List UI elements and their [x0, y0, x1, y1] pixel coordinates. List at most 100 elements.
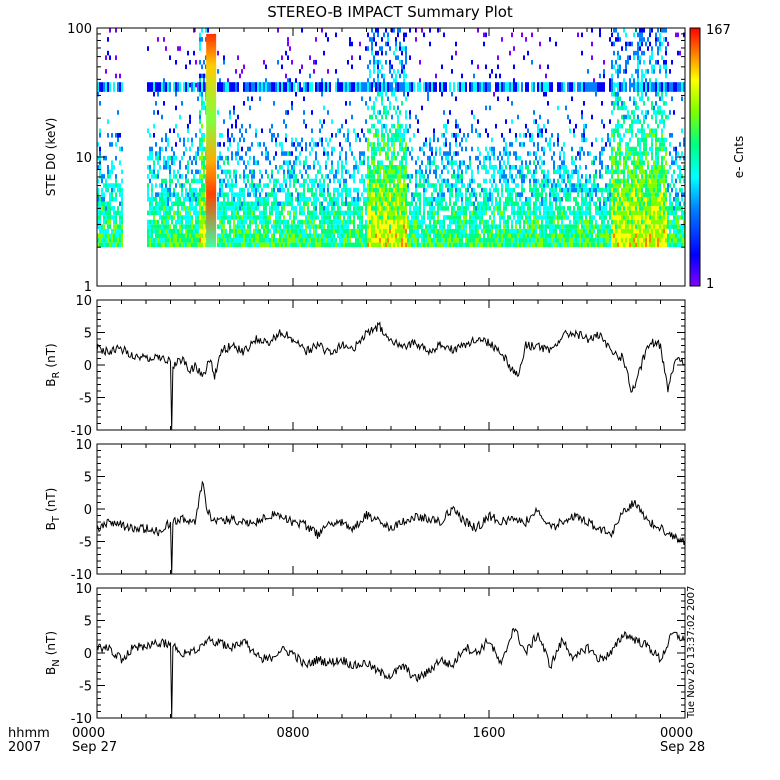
heatmap-cell [345, 196, 347, 202]
heatmap-cell [259, 169, 261, 175]
heatmap-cell [325, 242, 327, 248]
heatmap-cell [303, 82, 305, 92]
heatmap-cell [115, 155, 117, 161]
heatmap-cell [377, 183, 379, 188]
heatmap-cell [429, 206, 431, 211]
heatmap-cell [445, 151, 447, 156]
heatmap-cell [205, 55, 207, 60]
heatmap-cell [543, 178, 545, 184]
heatmap-cell [217, 196, 219, 202]
heatmap-cell [147, 224, 149, 229]
heatmap-cell [223, 178, 225, 184]
heatmap-cell [531, 233, 533, 239]
heatmap-cell [483, 178, 485, 184]
heatmap-cell [115, 28, 117, 33]
heatmap-cell [549, 238, 551, 243]
heatmap-cell [541, 242, 543, 248]
heatmap-cell [257, 187, 259, 193]
heatmap-cell [395, 228, 397, 234]
heatmap-cell [439, 196, 441, 202]
heatmap-cell [603, 69, 605, 74]
heatmap-cell [379, 196, 381, 202]
heatmap-cell [553, 183, 555, 188]
heatmap-cell [595, 91, 597, 97]
heatmap-cell [581, 137, 583, 143]
heatmap-cell [551, 206, 553, 211]
heatmap-cell [379, 238, 381, 243]
heatmap-cell [507, 242, 509, 248]
heatmap-cell [349, 192, 351, 197]
heatmap-cell [493, 242, 495, 248]
heatmap-cell [287, 238, 289, 243]
heatmap-cell [587, 82, 589, 92]
heatmap-cell [109, 28, 111, 33]
heatmap-cell [499, 160, 501, 165]
heatmap-cell [495, 82, 497, 92]
heatmap-cell [321, 210, 323, 216]
heatmap-cell [253, 242, 255, 248]
heatmap-cell [567, 187, 569, 193]
heatmap-cell [273, 192, 275, 197]
heatmap-cell [483, 206, 485, 211]
heatmap-cell [169, 215, 171, 220]
heatmap-cell [245, 206, 247, 211]
heatmap-cell [361, 242, 363, 248]
heatmap-cell [223, 196, 225, 202]
heatmap-cell [319, 210, 321, 216]
heatmap-cell [597, 228, 599, 234]
heatmap-cell [629, 123, 631, 129]
heatmap-cell [149, 178, 151, 184]
heatmap-cell [571, 238, 573, 243]
heatmap-cell [589, 82, 591, 92]
heatmap-cell [599, 215, 601, 220]
heatmap-cell [165, 46, 167, 51]
heatmap-cell [343, 224, 345, 229]
heatmap-cell [503, 201, 505, 207]
heatmap-cell [453, 228, 455, 234]
heatmap-cell [267, 242, 269, 248]
heatmap-cell [349, 187, 351, 193]
heatmap-cell [153, 123, 155, 129]
heatmap-cell [255, 201, 257, 207]
heatmap-cell [219, 187, 221, 193]
heatmap-cell [193, 196, 195, 202]
heatmap-cell [223, 201, 225, 207]
heatmap-cell [355, 242, 357, 248]
heatmap-cell [291, 219, 293, 225]
heatmap-cell [233, 82, 235, 92]
heatmap-cell [621, 196, 623, 202]
heatmap-cell [193, 82, 195, 92]
heatmap-cell [393, 201, 395, 207]
heatmap-cell [355, 233, 357, 239]
heatmap-cell [471, 228, 473, 234]
heatmap-cell [619, 210, 621, 216]
heatmap-cell [499, 174, 501, 179]
heatmap-cell [505, 151, 507, 156]
heatmap-cell [561, 178, 563, 184]
heatmap-cell [455, 151, 457, 156]
heatmap-cell [253, 174, 255, 179]
heatmap-cell [489, 73, 491, 79]
heatmap-cell [587, 224, 589, 229]
heatmap-cell [375, 215, 377, 220]
heatmap-cell [101, 210, 103, 216]
heatmap-cell [255, 224, 257, 229]
heatmap-cell [597, 187, 599, 193]
heatmap-cell [467, 196, 469, 202]
heatmap-cell [159, 206, 161, 211]
heatmap-cell [603, 224, 605, 229]
heatmap-cell [247, 174, 249, 179]
heatmap-cell [115, 178, 117, 184]
chart-title: STEREO-B IMPACT Summary Plot [267, 3, 513, 21]
heatmap-cell [453, 201, 455, 207]
heatmap-cell [565, 238, 567, 243]
heatmap-cell [541, 228, 543, 234]
heatmap-cell [353, 164, 355, 170]
heatmap-cell [243, 196, 245, 202]
heatmap-cell [603, 82, 605, 92]
heatmap-cell [621, 82, 623, 92]
heatmap-cell [429, 210, 431, 216]
heatmap-cell [629, 174, 631, 179]
heatmap-cell [195, 169, 197, 175]
heatmap-cell [611, 41, 613, 47]
